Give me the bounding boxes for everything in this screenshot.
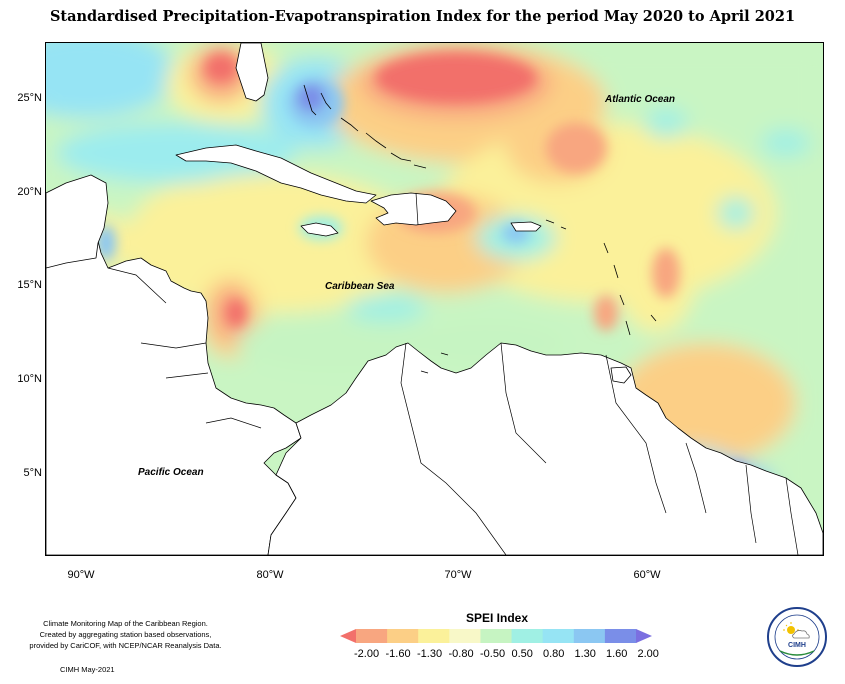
legend-tick: -1.60 <box>385 648 411 660</box>
cuba <box>175 144 377 204</box>
lon-label-90w: 90°W <box>67 569 95 581</box>
legend-tick: 1.60 <box>606 648 628 660</box>
spei-field-peaks <box>96 53 748 493</box>
lat-label-10n: 10°N <box>17 373 42 385</box>
legend-tick: 1.30 <box>574 648 596 660</box>
lat-label-25n: 25°N <box>17 92 42 104</box>
colorbar-arrow-high <box>636 629 652 643</box>
colorbar-bin <box>573 629 606 643</box>
legend-title: SPEI Index <box>466 611 529 625</box>
hispaniola <box>370 192 457 226</box>
lon-label-80w: 80°W <box>256 569 284 581</box>
colorbar-bin <box>542 629 575 643</box>
land <box>46 43 823 555</box>
colorbar-bin <box>480 629 513 643</box>
label-caribbean-sea: Caribbean Sea <box>325 281 395 292</box>
colorbar-bin <box>511 629 544 643</box>
colorbar-arrow-low <box>340 629 356 643</box>
credit-line: Created by aggregating station based obs… <box>39 630 212 639</box>
credit-line: provided by CariCOF, with NCEP/NCAR Rean… <box>29 641 222 650</box>
colorbar-bin <box>387 629 419 643</box>
spei-map <box>45 42 824 556</box>
lat-label-15n: 15°N <box>17 279 42 291</box>
legend-tick: -0.50 <box>480 648 506 660</box>
legend-tick: 2.00 <box>637 648 659 660</box>
cimh-logo: CIMH <box>767 607 827 667</box>
map-credit: Climate Monitoring Map of the Caribbean … <box>18 618 233 651</box>
spei-map-canvas <box>46 43 823 555</box>
legend-tick: -2.00 <box>354 648 380 660</box>
colorbar-bin <box>356 629 388 643</box>
legend-tick: 0.80 <box>543 648 565 660</box>
colorbar-bin <box>604 629 637 643</box>
legend-ticks: -2.00 -1.60 -1.30 -0.80 -0.50 0.50 0.80 1.30 1.6… <box>354 648 669 660</box>
legend-tick: -1.30 <box>417 648 443 660</box>
legend-tick: 0.50 <box>511 648 533 660</box>
jamaica <box>300 222 339 237</box>
lat-label-5n: 5°N <box>23 467 42 479</box>
lat-label-20n: 20°N <box>17 186 42 198</box>
credit-date: CIMH May-2021 <box>60 665 115 674</box>
legend-tick: -0.80 <box>448 648 474 660</box>
florida <box>235 43 269 102</box>
label-atlantic-ocean: Atlantic Ocean <box>605 94 676 105</box>
lon-label-70w: 70°W <box>444 569 472 581</box>
borders <box>107 192 799 555</box>
map-title: Standardised Precipitation-Evapotranspir… <box>49 8 796 25</box>
logo-text: CIMH <box>788 642 806 649</box>
spei-colorbar <box>340 629 652 643</box>
south-america <box>267 342 823 555</box>
lon-label-60w: 60°W <box>633 569 661 581</box>
credit-line: Climate Monitoring Map of the Caribbean … <box>43 619 208 628</box>
colorbar-bin <box>418 629 450 643</box>
trinidad <box>610 366 632 384</box>
label-pacific-ocean: Pacific Ocean <box>138 467 204 478</box>
small-islands <box>303 84 657 374</box>
puerto-rico <box>510 221 542 232</box>
colorbar-bin <box>449 629 481 643</box>
yucatan <box>46 174 109 269</box>
